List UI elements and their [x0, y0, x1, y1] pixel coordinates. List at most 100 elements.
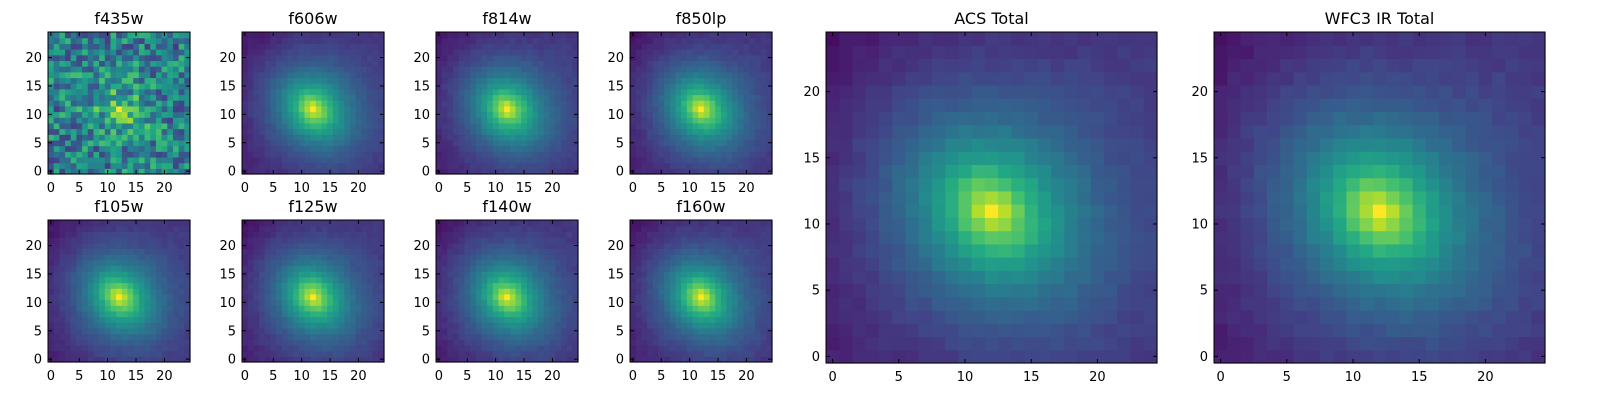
- heatmap-cell: [133, 282, 140, 289]
- heatmap-cell: [264, 237, 271, 244]
- heatmap-cell: [315, 94, 323, 101]
- heatmap-cell: [509, 100, 517, 107]
- heatmap-cell: [349, 271, 357, 278]
- heatmap-cell: [726, 288, 733, 295]
- heatmap-cell: [521, 322, 528, 329]
- heatmap-cell: [658, 105, 665, 113]
- heatmap-cell: [532, 299, 539, 306]
- heatmap-cell: [304, 128, 311, 135]
- heatmap-cell: [104, 271, 112, 278]
- heatmap-cell: [635, 151, 642, 158]
- heatmap-cell: [110, 333, 117, 340]
- heatmap-cell: [321, 139, 328, 147]
- heatmap-cell: [572, 145, 579, 152]
- axes-frame: [241, 219, 385, 363]
- heatmap-cell: [178, 316, 185, 323]
- heatmap-cell: [641, 111, 648, 118]
- heatmap-cell: [361, 356, 368, 363]
- heatmap-cell: [270, 122, 277, 130]
- heatmap-cell: [178, 54, 185, 61]
- heatmap-cell: [378, 248, 385, 255]
- heatmap-cell: [259, 344, 266, 352]
- heatmap-cell: [464, 288, 471, 295]
- heatmap-cell: [372, 333, 379, 340]
- heatmap-cell: [366, 117, 374, 124]
- heatmap-cell: [555, 327, 562, 335]
- heatmap-cell: [555, 88, 562, 96]
- heatmap-cell: [366, 105, 374, 113]
- heatmap-cell: [150, 134, 157, 141]
- heatmap-cell: [321, 122, 328, 130]
- heatmap-cell: [155, 271, 163, 278]
- heatmap-cell: [361, 105, 368, 113]
- heatmap-cell: [526, 134, 534, 141]
- heatmap-cell: [155, 83, 163, 90]
- heatmap-cell: [458, 350, 465, 357]
- heatmap-cell: [681, 100, 688, 107]
- heatmap-cell: [515, 293, 522, 301]
- heatmap-cell: [161, 271, 168, 278]
- heatmap-cell: [133, 156, 140, 164]
- heatmap-cell: [526, 66, 534, 73]
- heatmap-cell: [121, 117, 129, 124]
- heatmap-cell: [458, 88, 465, 96]
- heatmap-cell: [155, 276, 163, 284]
- heatmap-cell: [560, 88, 568, 96]
- heatmap-cell: [515, 265, 522, 272]
- heatmap-cell: [566, 344, 573, 352]
- heatmap-cell: [504, 322, 511, 329]
- heatmap-cell: [652, 168, 659, 175]
- heatmap-cells: [630, 220, 773, 363]
- heatmap-cell: [538, 231, 545, 238]
- heatmap-cell: [441, 156, 448, 164]
- heatmap-cell: [361, 32, 368, 39]
- heatmap-cell: [270, 151, 277, 158]
- heatmap-cell: [658, 276, 665, 284]
- heatmap-cell: [458, 100, 465, 107]
- heatmap-cell: [543, 333, 551, 340]
- heatmap-cell: [276, 94, 283, 101]
- heatmap-cell: [270, 145, 277, 152]
- heatmap-cell: [184, 151, 191, 158]
- heatmap-cell: [555, 293, 562, 301]
- heatmap-cell: [481, 225, 488, 232]
- heatmap-cell: [82, 66, 89, 73]
- heatmap-cell: [138, 162, 146, 169]
- heatmap-cell: [332, 117, 340, 124]
- heatmap-cell: [675, 156, 682, 164]
- heatmap-cell: [138, 111, 146, 118]
- heatmap-cell: [65, 310, 72, 318]
- panel-title: f814w: [482, 9, 531, 28]
- heatmap-cell: [372, 49, 379, 56]
- heatmap-cell: [87, 220, 95, 227]
- heatmap-cell: [560, 156, 568, 164]
- heatmap-cell: [760, 139, 767, 147]
- heatmap-cell: [372, 77, 379, 84]
- heatmap-cell: [549, 151, 556, 158]
- heatmap-cell: [172, 128, 180, 135]
- heatmap-cell: [59, 237, 66, 244]
- heatmap-cell: [259, 333, 266, 340]
- heatmap-cell: [664, 168, 671, 175]
- x-tick-label: 15: [710, 181, 727, 196]
- heatmap-cell: [492, 248, 500, 255]
- heatmap-cell: [167, 299, 174, 306]
- heatmap-cell: [464, 66, 471, 73]
- heatmap-cell: [743, 344, 750, 352]
- heatmap-cell: [526, 139, 534, 147]
- heatmap-cell: [669, 322, 677, 329]
- heatmap-cell: [144, 282, 151, 289]
- heatmap-cell: [167, 128, 174, 135]
- heatmap-cell: [144, 231, 151, 238]
- heatmap-cell: [532, 128, 539, 135]
- heatmap-cell: [686, 134, 694, 141]
- heatmap-cell: [344, 66, 351, 73]
- heatmap-cell: [481, 77, 488, 84]
- heatmap-cell: [464, 71, 471, 79]
- heatmap-cell: [127, 145, 134, 152]
- heatmap-cell: [709, 316, 716, 323]
- heatmap-cell: [138, 100, 146, 107]
- heatmap-cell: [366, 310, 374, 318]
- heatmap-cell: [361, 94, 368, 101]
